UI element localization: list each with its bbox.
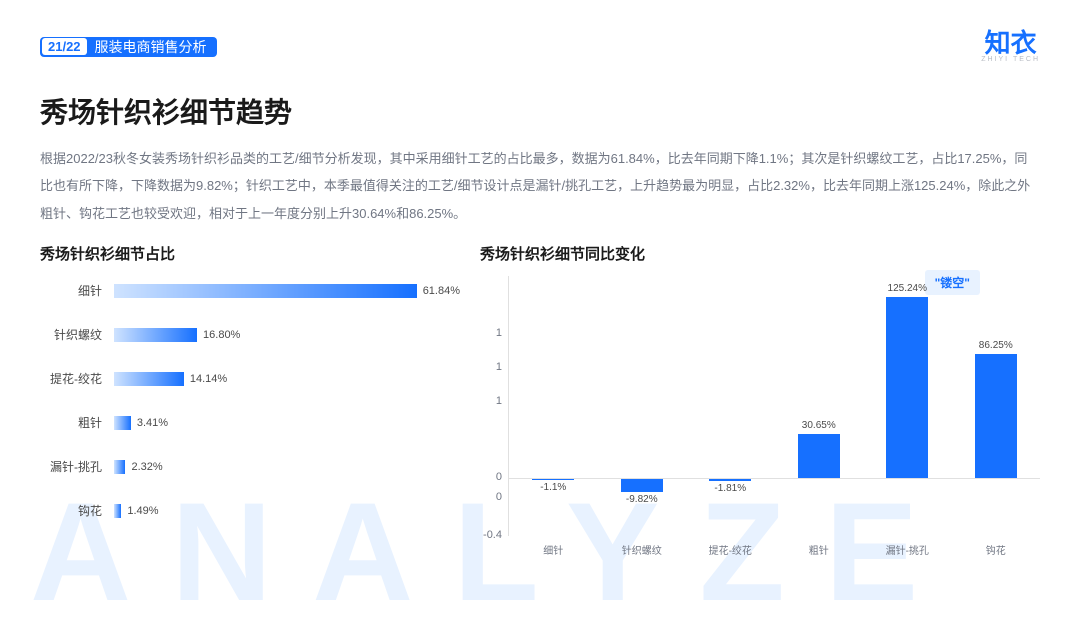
hbar-row: 钩花 1.49% (50, 504, 460, 518)
vbar-value-label: -1.81% (714, 483, 746, 494)
header: 21/22 服装电商销售分析 知衣 ZHIYI TECH (40, 30, 1040, 63)
vbar-value-label: 86.25% (979, 340, 1013, 351)
vbar-value-label: 125.24% (888, 283, 927, 294)
page-tag: 21/22 服装电商销售分析 (40, 37, 217, 57)
vbar-value-label: 30.65% (802, 420, 836, 431)
vbar-category-label: 漏针-挑孔 (886, 542, 929, 557)
vbar-fill (621, 478, 663, 492)
hbar-fill (114, 416, 131, 430)
hbar-track: 16.80% (114, 328, 460, 342)
vbar-slot: -9.82%针织螺纹 (598, 276, 687, 536)
hbar-row: 漏针-挑孔 2.32% (50, 460, 460, 474)
hbar-value: 3.41% (137, 417, 168, 429)
vbar-category-label: 钩花 (986, 542, 1006, 557)
zero-baseline (509, 478, 1040, 479)
vertical-bar-chart: 11100-0.4 "镂空" -1.1%细针-9.82%针织螺纹-1.81%提花… (480, 276, 1040, 566)
horizontal-bar-chart: 细针 61.84% 针织螺纹 16.80% 提花-绞花 14.14% 粗针 3.41% 漏针-挑… (40, 276, 460, 518)
page-tag-label: 服装电商销售分析 (95, 37, 207, 57)
vbar-slot: -1.1%细针 (509, 276, 598, 536)
hbar-fill (114, 504, 121, 518)
vbar-slot: 125.24%漏针-挑孔 (863, 276, 952, 536)
description-paragraph: 根据2022/23秋冬女装秀场针织衫品类的工艺/细节分析发现，其中采用细针工艺的… (40, 145, 1040, 227)
vbar-category-label: 针织螺纹 (622, 542, 662, 557)
vbar-category-label: 粗针 (809, 542, 829, 557)
hbar-label: 针织螺纹 (50, 326, 114, 343)
chart2-title: 秀场针织衫细节同比变化 (480, 243, 1040, 264)
vbar-value-label: -1.1% (540, 482, 566, 493)
vbar-value-label: -9.82% (626, 494, 658, 505)
hbar-track: 2.32% (114, 460, 460, 474)
page-number: 21/22 (42, 38, 87, 55)
hbar-row: 粗针 3.41% (50, 416, 460, 430)
hbar-track: 3.41% (114, 416, 460, 430)
vbar-slot: 30.65%粗针 (775, 276, 864, 536)
y-tick-label: 1 (496, 361, 502, 373)
hbar-track: 14.14% (114, 372, 460, 386)
vbar-category-label: 提花-绞花 (709, 542, 752, 557)
hbar-label: 细针 (50, 282, 114, 299)
vbar-slot: -1.81%提花-绞花 (686, 276, 775, 536)
y-axis-labels: 11100-0.4 (480, 276, 508, 536)
page-title: 秀场针织衫细节趋势 (40, 91, 1040, 131)
vbar-fill (975, 354, 1017, 479)
brand-subtext: ZHIYI TECH (981, 56, 1040, 63)
hbar-value: 1.49% (127, 505, 158, 517)
hbar-value: 61.84% (423, 285, 460, 297)
hbar-label: 提花-绞花 (50, 370, 114, 387)
y-tick-label: 1 (496, 395, 502, 407)
vbar-fill (798, 434, 840, 478)
hbar-fill (114, 460, 125, 474)
chart-plot-area: "镂空" -1.1%细针-9.82%针织螺纹-1.81%提花-绞花30.65%粗… (508, 276, 1040, 536)
y-tick-label: -0.4 (483, 529, 502, 541)
chart-change: 秀场针织衫细节同比变化 11100-0.4 "镂空" -1.1%细针-9.82%… (480, 243, 1040, 573)
charts-container: 秀场针织衫细节占比 细针 61.84% 针织螺纹 16.80% 提花-绞花 14.14% 粗… (40, 243, 1040, 573)
brand-block: 知衣 ZHIYI TECH (981, 30, 1040, 63)
hbar-row: 细针 61.84% (50, 284, 460, 298)
hbar-label: 钩花 (50, 502, 114, 519)
chart1-title: 秀场针织衫细节占比 (40, 243, 460, 264)
vbar-category-label: 细针 (543, 542, 563, 557)
hbar-value: 14.14% (190, 373, 227, 385)
vbar-fill (886, 297, 928, 478)
hbar-value: 2.32% (131, 461, 162, 473)
chart-proportion: 秀场针织衫细节占比 细针 61.84% 针织螺纹 16.80% 提花-绞花 14.14% 粗… (40, 243, 460, 573)
hbar-track: 61.84% (114, 284, 460, 298)
hbar-row: 针织螺纹 16.80% (50, 328, 460, 342)
y-tick-label: 0 (496, 491, 502, 503)
hbar-track: 1.49% (114, 504, 460, 518)
y-tick-label: 1 (496, 327, 502, 339)
vbar-slot: 86.25%钩花 (952, 276, 1041, 536)
y-tick-label: 0 (496, 471, 502, 483)
hbar-label: 粗针 (50, 414, 114, 431)
hbar-fill (114, 284, 417, 298)
hbar-row: 提花-绞花 14.14% (50, 372, 460, 386)
hbar-label: 漏针-挑孔 (50, 458, 114, 475)
hbar-value: 16.80% (203, 329, 240, 341)
bars-container: -1.1%细针-9.82%针织螺纹-1.81%提花-绞花30.65%粗针125.… (509, 276, 1040, 536)
hbar-fill (114, 372, 184, 386)
brand-logo-text: 知衣 (981, 30, 1040, 56)
hbar-fill (114, 328, 197, 342)
